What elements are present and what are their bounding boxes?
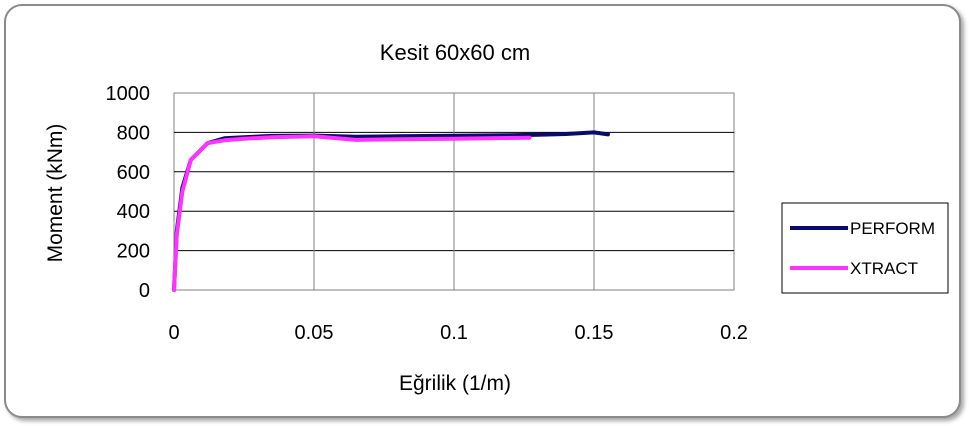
legend: PERFORM XTRACT [781,202,949,294]
y-axis-ticks: 0 200 400 600 800 1000 [106,83,151,302]
legend-label: XTRACT [850,259,918,278]
legend-box [781,202,949,294]
grid [174,93,734,290]
y-tick-label: 0 [139,280,150,302]
legend-label: PERFORM [850,219,935,238]
y-tick-label: 200 [117,241,150,263]
x-axis-label: Eğrilik (1/m) [399,372,511,395]
x-axis-ticks: 0 0.05 0.1 0.15 0.2 [168,322,747,344]
y-tick-label: 1000 [106,83,151,105]
series-line-xtract [172,134,532,292]
y-tick-label: 400 [117,201,150,223]
x-tick-label: 0.1 [440,322,468,344]
y-axis-label: Moment (kNm) [44,124,67,263]
x-tick-label: 0.2 [720,322,748,344]
chart-title: Kesit 60x60 cm [380,40,530,65]
x-tick-label: 0 [168,322,179,344]
x-tick-label: 0.15 [575,322,614,344]
x-tick-label: 0.05 [295,322,334,344]
y-tick-label: 600 [117,162,150,184]
y-tick-label: 800 [117,122,150,144]
series-lines [172,130,610,292]
